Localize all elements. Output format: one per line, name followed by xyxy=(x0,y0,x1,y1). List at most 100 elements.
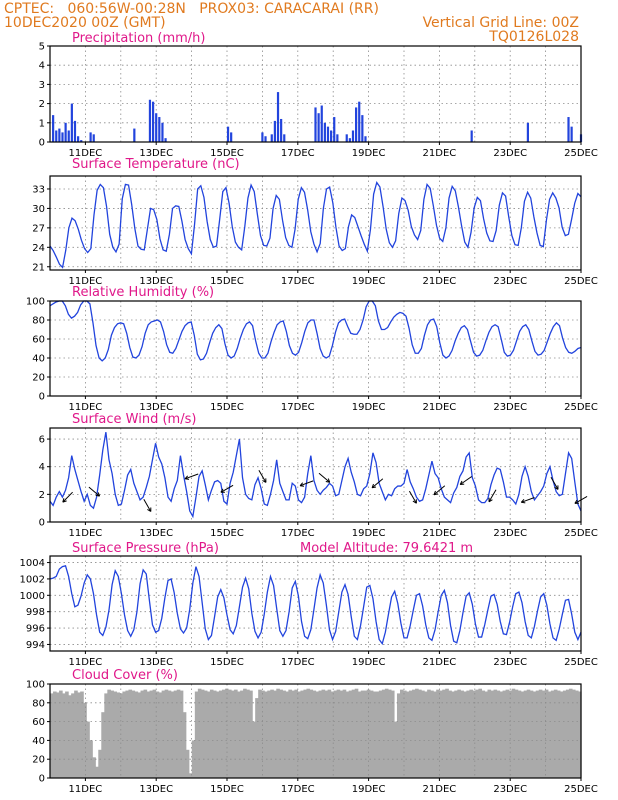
cloud-cover-bar xyxy=(119,693,124,778)
cloud-cover-bar xyxy=(113,691,117,778)
precipitation-bar xyxy=(345,134,348,142)
cloud-cover-bar xyxy=(68,695,72,778)
precipitation-bar xyxy=(276,92,280,142)
cloud-cover-bar xyxy=(158,692,163,778)
precipitation-bar xyxy=(323,122,326,142)
cloud-cover-bar xyxy=(481,690,486,778)
cloud-cover-bar xyxy=(393,721,398,778)
model-altitude: Model Altitude: 79.6421 m xyxy=(300,541,473,556)
wind-direction-arrow xyxy=(488,489,497,503)
cloud-cover-bar xyxy=(228,689,232,778)
cloud-cover-bar xyxy=(466,690,470,778)
x-tick-label: 13DEC xyxy=(139,276,173,287)
temperature-line xyxy=(49,180,582,269)
cloud-cover-bar xyxy=(71,693,75,778)
cloud-cover-bar xyxy=(475,689,480,778)
cloud-cover-bar xyxy=(221,689,226,778)
wind-direction-arrow xyxy=(550,476,559,490)
x-tick-label: 25DEC xyxy=(564,784,598,795)
precipitation-bar xyxy=(92,134,95,142)
precipitation-bar xyxy=(226,126,230,142)
x-tick-label: 11DEC xyxy=(69,148,103,159)
cloud-cover-bar xyxy=(390,690,395,778)
x-tick-label: 25DEC xyxy=(564,528,598,539)
precipitation-bar xyxy=(364,136,367,142)
cloud-frame xyxy=(49,683,582,779)
x-tick-label: 25DEC xyxy=(564,402,598,413)
precipitation-bar xyxy=(355,107,358,142)
x-tick-label: 23DEC xyxy=(493,784,527,795)
cloud-cover-bar xyxy=(276,688,280,778)
y-tick-label: 33 xyxy=(32,184,45,195)
cloud-cover-bar xyxy=(369,690,374,778)
cloud-cover-bar xyxy=(532,691,537,778)
wind-title: Surface Wind (m/s) xyxy=(72,412,196,427)
cloud-cover-bar xyxy=(258,689,262,778)
cloud-cover-bar xyxy=(427,689,431,778)
cloud-cover-bar xyxy=(445,688,449,778)
x-tick-label: 25DEC xyxy=(564,148,598,159)
cloud-cover-bar xyxy=(146,691,151,778)
cloud-cover-bar xyxy=(185,749,190,778)
cloud-cover-bar xyxy=(306,688,311,778)
cloud-cover-bar xyxy=(526,689,531,778)
cloud-cover-bar xyxy=(571,689,576,778)
cloud-cover-bar xyxy=(378,690,383,778)
wind-line xyxy=(49,432,582,519)
y-tick-label: 3 xyxy=(39,80,45,91)
x-tick-label: 11DEC xyxy=(69,784,103,795)
cloud-cover-bar xyxy=(363,690,368,778)
y-tick-label: 40 xyxy=(32,354,45,365)
cloud-cover-bar xyxy=(418,689,422,778)
x-tick-label: 15DEC xyxy=(210,528,244,539)
cloud-cover-bar xyxy=(77,692,81,778)
wind-direction-arrow xyxy=(408,490,417,504)
cloud-cover-bar xyxy=(59,690,63,778)
x-tick-label: 11DEC xyxy=(69,402,103,413)
precipitation-bar xyxy=(567,117,570,142)
cloud-cover-bar xyxy=(125,690,130,778)
y-tick-label: 30 xyxy=(32,204,45,215)
precipitation-bar xyxy=(326,126,330,142)
wind-direction-arrow xyxy=(318,472,331,483)
precipitation-bar xyxy=(89,132,92,142)
precipitation-bar xyxy=(148,99,152,142)
cloud-cover-bar xyxy=(167,690,172,778)
precipitation-bar xyxy=(358,101,361,142)
cloud-cover-bar xyxy=(451,691,455,778)
cloud-cover-bar xyxy=(128,689,133,778)
wind-direction-arrow xyxy=(459,476,472,485)
cloud-cover-bar xyxy=(457,689,461,778)
y-tick-label: 0 xyxy=(39,518,45,529)
cloud-cover-bar xyxy=(62,693,66,778)
x-tick-label: 15DEC xyxy=(210,148,244,159)
precipitation-bar xyxy=(155,113,158,142)
cloud-cover-bar xyxy=(285,691,289,778)
cloud-cover-bar xyxy=(577,691,582,778)
precipitation-title: Precipitation (mm/h) xyxy=(72,31,205,46)
cloud-cover-bar xyxy=(333,690,338,778)
cloud-cover-bar xyxy=(249,690,253,778)
cloud-cover-bar xyxy=(478,688,483,778)
cloud-cover-bar xyxy=(387,689,392,778)
cloud-cover-bar xyxy=(409,690,413,778)
cloud-cover-bar xyxy=(297,691,302,778)
cloud-cover-bar xyxy=(191,740,196,778)
cloud-cover-bar xyxy=(544,689,549,778)
cloud-cover-bar xyxy=(203,690,208,778)
precipitation-bar xyxy=(158,117,161,142)
cloud-cover-bar xyxy=(415,688,419,778)
precipitation-bar xyxy=(261,132,264,142)
cloud-cover-bar xyxy=(197,688,202,778)
temperature-frame xyxy=(49,175,582,271)
cloud-cover-bar xyxy=(279,689,283,778)
x-tick-label: 19DEC xyxy=(352,402,386,413)
x-tick-label: 15DEC xyxy=(210,276,244,287)
cloud-cover-bar xyxy=(273,690,277,778)
cloud-cover-bar xyxy=(348,690,353,778)
cloud-cover-bar xyxy=(200,689,205,778)
cloud-cover-bar xyxy=(255,698,259,778)
cloud-cover-bar xyxy=(312,690,317,778)
cloud-cover-bar xyxy=(514,689,519,778)
cloud-cover-bar xyxy=(264,691,268,778)
